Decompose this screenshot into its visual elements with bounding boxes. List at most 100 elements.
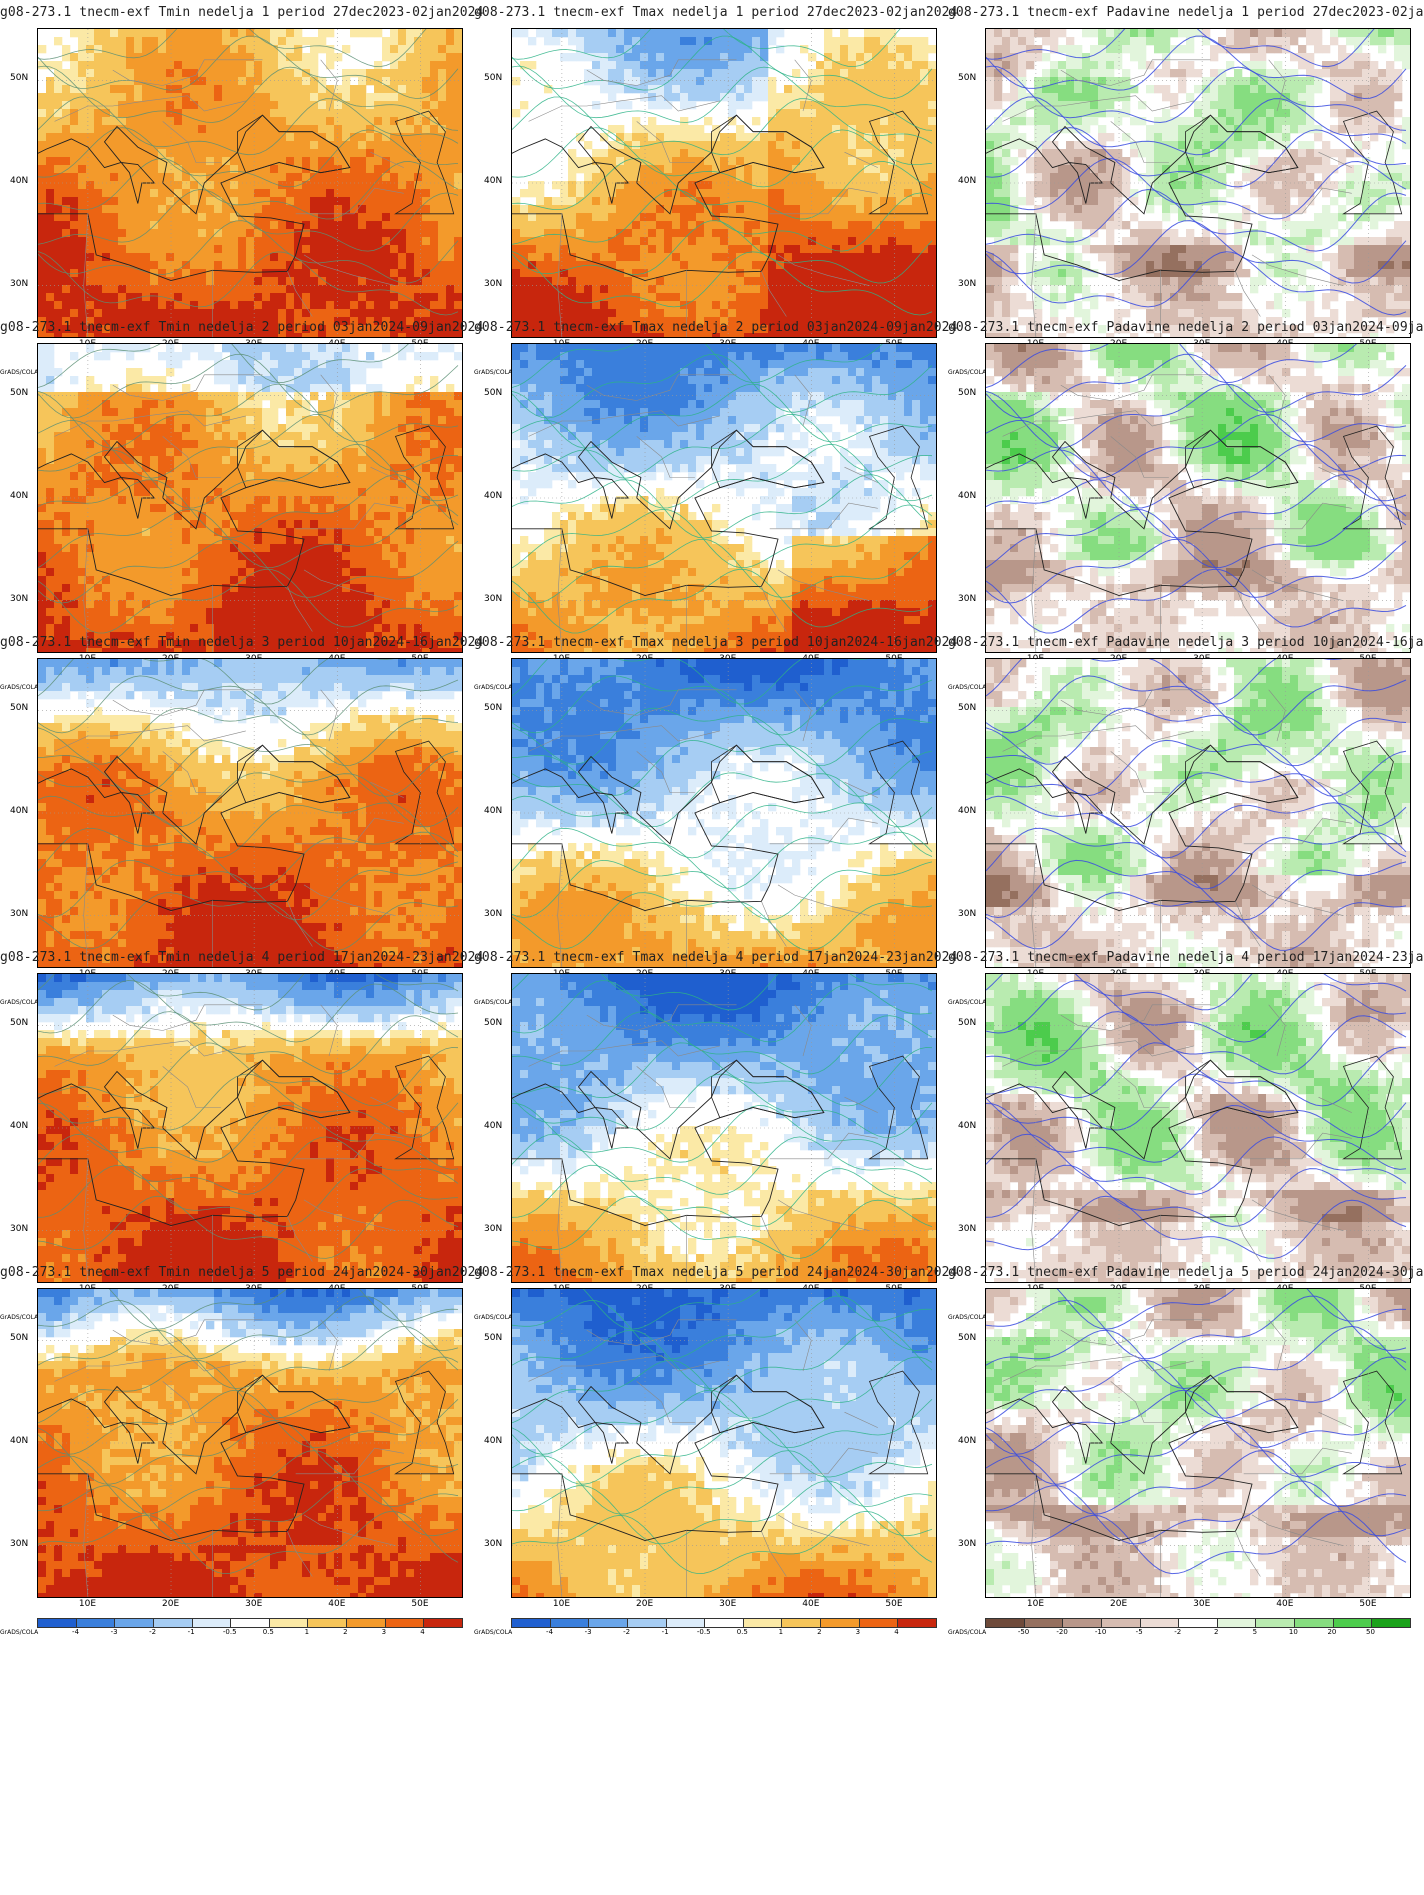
grads-credit: GrADS/COLA bbox=[474, 369, 512, 376]
lon-label: 20E bbox=[636, 1599, 653, 1609]
colorbar-label: 20 bbox=[1327, 1628, 1336, 1636]
colorbar-segment bbox=[384, 1619, 424, 1627]
panel-title: g08-273.1 tnecm-exf Padavine nedelja 2 p… bbox=[948, 320, 1424, 335]
colorbar-label: -2 bbox=[1174, 1628, 1181, 1636]
map-panel-tmin-week-2: g08-273.1 tnecm-exf Tmin nedelja 2 perio… bbox=[0, 315, 483, 694]
colorbar-segment bbox=[346, 1619, 385, 1627]
colorbar-segment bbox=[1332, 1619, 1372, 1627]
colorbar-label: 0.5 bbox=[737, 1628, 748, 1636]
lat-label: 40N bbox=[10, 491, 28, 501]
panel-title: g08-273.1 tnecm-exf Tmax nedelja 5 perio… bbox=[474, 1265, 957, 1280]
map-canvas bbox=[986, 659, 1410, 967]
colorbar-label: -3 bbox=[111, 1628, 118, 1636]
anomaly-map bbox=[37, 658, 463, 968]
map-canvas bbox=[512, 1289, 936, 1597]
colorbar-label: 1 bbox=[305, 1628, 309, 1636]
lon-label: 30E bbox=[719, 1599, 736, 1609]
lat-label: 40N bbox=[484, 806, 502, 816]
colorbar-segment bbox=[858, 1619, 898, 1627]
colorbar-label: 2 bbox=[343, 1628, 347, 1636]
map-panel-tmax-week-2: g08-273.1 tnecm-exf Tmax nedelja 2 perio… bbox=[474, 315, 957, 694]
anomaly-map bbox=[985, 1288, 1411, 1598]
map-panel-tmin-week-4: g08-273.1 tnecm-exf Tmin nedelja 4 perio… bbox=[0, 945, 483, 1324]
panel-title: g08-273.1 tnecm-exf Padavine nedelja 5 p… bbox=[948, 1265, 1424, 1280]
map-panel-tmin-week-1: g08-273.1 tnecm-exf Tmin nedelja 1 perio… bbox=[0, 0, 483, 379]
lat-label: 30N bbox=[10, 594, 28, 604]
colorbar-segment bbox=[512, 1619, 550, 1627]
colorbar-label: 3 bbox=[856, 1628, 860, 1636]
lon-label: 40E bbox=[1276, 1599, 1293, 1609]
colorbar-segment bbox=[191, 1619, 231, 1627]
colorbar-segment bbox=[665, 1619, 705, 1627]
grads-credit: GrADS/COLA bbox=[474, 684, 512, 691]
lat-label: 30N bbox=[958, 1539, 976, 1549]
map-panel-tmin-week-5: g08-273.1 tnecm-exf Tmin nedelja 5 perio… bbox=[0, 1260, 483, 1639]
lat-label: 50N bbox=[484, 388, 502, 398]
panel-title: g08-273.1 tnecm-exf Tmin nedelja 1 perio… bbox=[0, 5, 483, 20]
lon-label: 40E bbox=[802, 1599, 819, 1609]
colorbar-segment bbox=[549, 1619, 589, 1627]
anomaly-map bbox=[37, 343, 463, 653]
colorbar-label: 2 bbox=[1214, 1628, 1218, 1636]
lon-label: 20E bbox=[162, 1599, 179, 1609]
colorbar-segment bbox=[1023, 1619, 1063, 1627]
colorbar-segment bbox=[704, 1619, 743, 1627]
panel-title: g08-273.1 tnecm-exf Tmax nedelja 2 perio… bbox=[474, 320, 957, 335]
colorbar-segment bbox=[230, 1619, 269, 1627]
lat-label: 30N bbox=[484, 1224, 502, 1234]
colorbar-segment bbox=[152, 1619, 192, 1627]
lat-label: 50N bbox=[958, 703, 976, 713]
grads-credit: GrADS/COLA bbox=[948, 684, 986, 691]
colorbar-segment bbox=[1139, 1619, 1179, 1627]
colorbar-label: -4 bbox=[72, 1628, 79, 1636]
lat-label: 30N bbox=[484, 909, 502, 919]
map-panel-tmin-week-3: g08-273.1 tnecm-exf Tmin nedelja 3 perio… bbox=[0, 630, 483, 1009]
colorbar-label: 50 bbox=[1366, 1628, 1375, 1636]
lat-label: 50N bbox=[10, 388, 28, 398]
grads-credit: GrADS/COLA bbox=[948, 1314, 986, 1321]
grads-credit: GrADS/COLA bbox=[0, 1629, 38, 1636]
lon-label: 10E bbox=[553, 1599, 570, 1609]
lon-label: 30E bbox=[1193, 1599, 1210, 1609]
colorbar-label: 0.5 bbox=[263, 1628, 274, 1636]
lon-label: 50E bbox=[885, 1599, 902, 1609]
colorbar-segment bbox=[307, 1619, 347, 1627]
panel-title: g08-273.1 tnecm-exf Padavine nedelja 4 p… bbox=[948, 950, 1424, 965]
colorbar-label: -1 bbox=[188, 1628, 195, 1636]
lon-label: 40E bbox=[328, 1599, 345, 1609]
lat-label: 30N bbox=[958, 1224, 976, 1234]
lon-label: 10E bbox=[79, 1599, 96, 1609]
lat-label: 30N bbox=[958, 279, 976, 289]
lat-label: 40N bbox=[10, 806, 28, 816]
lat-label: 30N bbox=[484, 279, 502, 289]
colorbar-label: -0.5 bbox=[223, 1628, 237, 1636]
grads-credit: GrADS/COLA bbox=[474, 1629, 512, 1636]
lat-label: 50N bbox=[484, 1333, 502, 1343]
panel-title: g08-273.1 tnecm-exf Padavine nedelja 3 p… bbox=[948, 635, 1424, 650]
colorbar-segment bbox=[1294, 1619, 1333, 1627]
colorbar-label: -4 bbox=[546, 1628, 553, 1636]
grads-credit: GrADS/COLA bbox=[0, 684, 38, 691]
colorbar-label: -5 bbox=[1136, 1628, 1143, 1636]
lat-label: 50N bbox=[484, 1018, 502, 1028]
map-panel-tmax-week-3: g08-273.1 tnecm-exf Tmax nedelja 3 perio… bbox=[474, 630, 957, 1009]
colorbar-label: -3 bbox=[585, 1628, 592, 1636]
map-canvas bbox=[986, 974, 1410, 1282]
colorbar-label: -10 bbox=[1095, 1628, 1106, 1636]
colorbar-segment bbox=[423, 1619, 463, 1627]
lon-label: 10E bbox=[1027, 1599, 1044, 1609]
lat-label: 40N bbox=[958, 806, 976, 816]
colorbar-label: -20 bbox=[1056, 1628, 1067, 1636]
panel-title: g08-273.1 tnecm-exf Tmin nedelja 4 perio… bbox=[0, 950, 483, 965]
panel-title: g08-273.1 tnecm-exf Tmax nedelja 3 perio… bbox=[474, 635, 957, 650]
lat-label: 30N bbox=[958, 909, 976, 919]
panel-title: g08-273.1 tnecm-exf Padavine nedelja 1 p… bbox=[948, 5, 1424, 20]
map-canvas bbox=[38, 659, 462, 967]
grads-credit: GrADS/COLA bbox=[948, 1629, 986, 1636]
lat-label: 40N bbox=[484, 1121, 502, 1131]
map-panel-tmax-week-5: g08-273.1 tnecm-exf Tmax nedelja 5 perio… bbox=[474, 1260, 957, 1639]
colorbar-segment bbox=[38, 1619, 76, 1627]
anomaly-map bbox=[511, 343, 937, 653]
lat-label: 50N bbox=[10, 1333, 28, 1343]
lat-label: 50N bbox=[958, 388, 976, 398]
